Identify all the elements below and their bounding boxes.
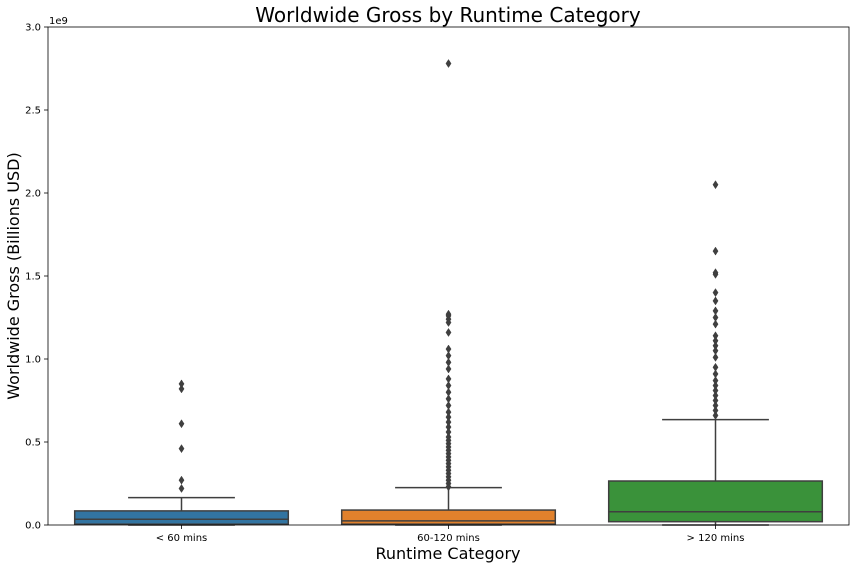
outlier-point bbox=[178, 484, 185, 493]
outlier-point bbox=[178, 444, 185, 454]
y-axis-label: Worldwide Gross (Billions USD) bbox=[4, 152, 23, 399]
box bbox=[73, 510, 290, 525]
outlier-point bbox=[712, 386, 719, 395]
outlier-point bbox=[445, 417, 452, 427]
box-group bbox=[340, 59, 557, 526]
outlier-point bbox=[712, 306, 719, 316]
outlier-point bbox=[445, 401, 452, 410]
plot-frame bbox=[47, 26, 850, 526]
outlier-point bbox=[178, 475, 185, 485]
y-tick-label: 0.0 bbox=[25, 521, 41, 532]
outlier-point bbox=[445, 394, 452, 404]
plot-area bbox=[73, 59, 824, 526]
outlier-point bbox=[712, 180, 719, 190]
box bbox=[607, 480, 824, 523]
outlier-point bbox=[712, 319, 719, 329]
outlier-point bbox=[712, 369, 719, 379]
outlier-point bbox=[712, 410, 719, 420]
outlier-point bbox=[178, 384, 185, 394]
outlier-point bbox=[445, 364, 452, 374]
outlier-point bbox=[445, 432, 452, 442]
outlier-point bbox=[178, 379, 185, 389]
x-tick-label: > 120 mins bbox=[687, 533, 745, 544]
outlier-point bbox=[712, 396, 719, 405]
x-tick-label: < 60 mins bbox=[156, 533, 208, 544]
outlier-point bbox=[445, 357, 452, 367]
outlier-point bbox=[445, 407, 452, 417]
outlier-point bbox=[712, 288, 719, 298]
outlier-point bbox=[712, 381, 719, 391]
x-axis: < 60 mins 60-120 mins > 120 mins bbox=[156, 525, 745, 544]
outlier-point bbox=[712, 401, 719, 410]
outlier-point bbox=[712, 376, 719, 386]
outlier-point bbox=[712, 313, 719, 322]
outlier-point bbox=[712, 406, 719, 415]
outlier-point bbox=[445, 351, 452, 361]
outlier-point bbox=[445, 381, 452, 391]
outlier-point bbox=[712, 296, 719, 306]
y-tick-label: 2.0 bbox=[25, 189, 41, 200]
outlier-point bbox=[712, 341, 719, 351]
box-group bbox=[73, 379, 290, 526]
outlier-point bbox=[712, 268, 719, 278]
outlier-point bbox=[712, 346, 719, 356]
outlier-point bbox=[712, 331, 719, 341]
outlier-point bbox=[445, 422, 452, 432]
box bbox=[340, 509, 557, 525]
x-tick-label: 60-120 mins bbox=[417, 533, 480, 544]
chart-title: Worldwide Gross by Runtime Category bbox=[255, 3, 641, 27]
y-axis: 0.0 0.5 1.0 1.5 2.0 2.5 3.0 bbox=[25, 23, 48, 532]
y-tick-label: 1.5 bbox=[25, 272, 41, 283]
x-axis-label: Runtime Category bbox=[376, 544, 521, 563]
y-axis-offset-label: 1e9 bbox=[49, 16, 68, 27]
outlier-point bbox=[712, 336, 719, 346]
outlier-point bbox=[712, 246, 719, 256]
y-tick-label: 1.0 bbox=[25, 355, 41, 366]
outlier-point bbox=[445, 309, 452, 319]
outlier-point bbox=[445, 344, 452, 354]
outlier-point bbox=[445, 374, 452, 384]
outlier-point bbox=[445, 59, 452, 68]
outlier-point bbox=[712, 391, 719, 400]
y-tick-label: 3.0 bbox=[25, 23, 41, 34]
outlier-point bbox=[178, 419, 185, 429]
outlier-point bbox=[445, 327, 452, 337]
y-tick-label: 0.5 bbox=[25, 438, 41, 449]
box-group bbox=[607, 180, 824, 526]
outlier-point bbox=[712, 362, 719, 372]
outlier-point bbox=[445, 427, 452, 437]
outlier-point bbox=[445, 412, 452, 422]
y-tick-label: 2.5 bbox=[25, 106, 41, 117]
outlier-point bbox=[445, 387, 452, 397]
outlier-point bbox=[712, 352, 719, 362]
